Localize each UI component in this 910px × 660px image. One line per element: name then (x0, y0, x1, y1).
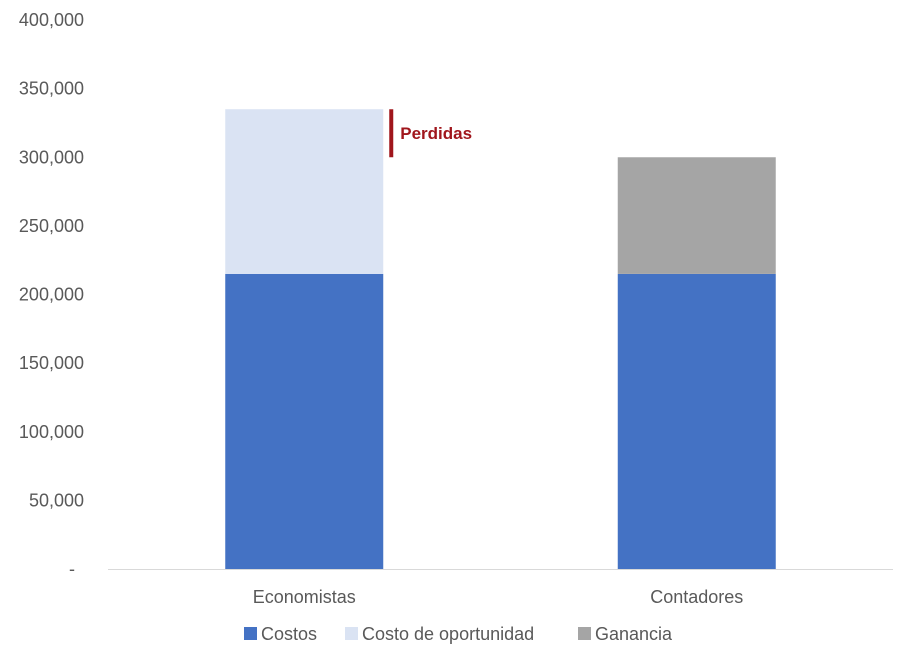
legend-label-costo-de-oportunidad: Costo de oportunidad (362, 624, 534, 644)
bar-costos-contadores (617, 273, 776, 569)
bar-costo-de-oportunidad-economistas (225, 109, 384, 274)
x-category-label: Economistas (253, 587, 356, 607)
perdidas-label: Perdidas (400, 124, 472, 143)
y-tick-label: - (69, 559, 75, 579)
y-tick-label: 200,000 (19, 285, 84, 305)
perdidas-annotation: Perdidas (389, 109, 472, 158)
bar-costos-economistas (225, 273, 384, 569)
y-tick-label: 300,000 (19, 147, 84, 167)
x-category-label: Contadores (650, 587, 743, 607)
legend-swatch-costo-de-oportunidad (345, 627, 358, 640)
y-axis-tick-labels: - 50,000 100,000 150,000 200,000 250,000 300,0… (19, 10, 84, 579)
y-tick-label: 400,000 (19, 10, 84, 30)
y-tick-label: 100,000 (19, 422, 84, 442)
legend-swatch-costos (244, 627, 257, 640)
legend: Costos Costo de oportunidad Ganancia (244, 624, 673, 644)
y-tick-label: 350,000 (19, 79, 84, 99)
y-tick-label: 50,000 (29, 490, 84, 510)
bars (225, 109, 776, 569)
legend-swatch-ganancia (578, 627, 591, 640)
bar-ganancia-contadores (617, 157, 776, 274)
legend-label-ganancia: Ganancia (595, 624, 673, 644)
y-tick-label: 150,000 (19, 353, 84, 373)
legend-label-costos: Costos (261, 624, 317, 644)
x-axis-category-labels: Economistas Contadores (253, 587, 744, 607)
y-tick-label: 250,000 (19, 216, 84, 236)
